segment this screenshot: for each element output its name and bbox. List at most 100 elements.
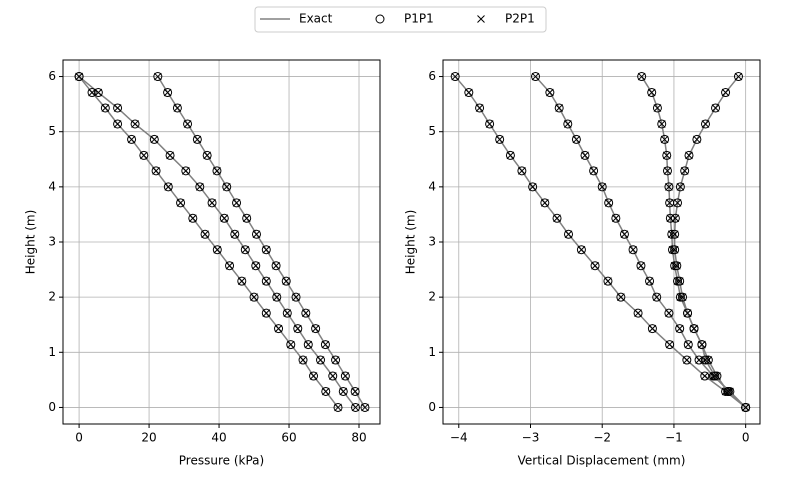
p2p1-marker (222, 182, 231, 191)
p2p1-marker (670, 230, 679, 239)
p2p1-marker (693, 135, 701, 144)
p1p1-marker (495, 134, 505, 144)
p1p1-marker (240, 245, 250, 255)
p2p1-marker (241, 245, 250, 254)
p2p1-marker (341, 372, 350, 380)
p2p1-marker (734, 72, 743, 81)
p2p1-marker (710, 372, 719, 380)
p1p1-marker (664, 308, 674, 318)
p2p1-marker (495, 135, 504, 144)
p2p1-marker (361, 403, 369, 412)
p2p1-marker (75, 72, 83, 81)
p1p1-marker (113, 103, 123, 113)
p2p1-marker (518, 167, 526, 175)
p1p1-marker (633, 308, 643, 318)
p1p1-marker (652, 292, 662, 302)
p2p1-marker (213, 167, 221, 175)
p2p1-marker (506, 151, 515, 160)
p2p1-marker (546, 88, 554, 97)
p1p1-marker (153, 72, 163, 82)
p2p1-marker (598, 182, 607, 191)
p1p1-marker (597, 182, 607, 192)
x-tick-label: −3 (522, 431, 540, 445)
p2p1-marker (555, 104, 564, 112)
axes-frame (442, 59, 761, 425)
p2p1-marker (665, 309, 673, 317)
p2p1-marker (678, 293, 687, 302)
p2p1-marker (183, 120, 192, 128)
x-tick-label: 0 (75, 431, 83, 445)
p1p1-marker (571, 134, 581, 144)
p1p1-marker (675, 276, 685, 286)
p1p1-marker (163, 88, 173, 98)
p1p1-marker (230, 229, 240, 239)
p1p1-marker (188, 213, 198, 223)
p2p1-marker (695, 356, 703, 364)
y-tick-label: 5 (48, 124, 56, 138)
p1p1-marker (723, 386, 733, 396)
p2p1-marker (572, 135, 581, 144)
p2p1-marker (701, 120, 710, 128)
p1p1-marker (333, 402, 343, 412)
p1p1-marker (207, 198, 217, 208)
p1p1-marker (697, 340, 707, 350)
p2p1-marker (741, 403, 750, 412)
p1p1-marker (683, 308, 693, 318)
p1p1-marker (700, 371, 710, 381)
p1p1-marker (672, 261, 682, 271)
p2p1-marker (176, 198, 185, 207)
p2p1-marker (164, 182, 173, 191)
p1p1-marker (662, 150, 672, 160)
p2p1-marker (673, 198, 682, 207)
p1p1-marker (657, 119, 667, 129)
p2p1-marker (591, 261, 599, 270)
p2p1-marker (232, 198, 241, 207)
p1p1-marker (301, 308, 311, 318)
p1p1-marker (684, 150, 694, 160)
p2p1-marker (304, 340, 313, 349)
p1p1-marker (580, 150, 590, 160)
p2p1-marker (685, 151, 693, 160)
p2p1-marker (665, 182, 673, 191)
y-tick-label: 1 (48, 345, 56, 359)
legend-label: Exact (299, 12, 333, 26)
p1p1-marker (212, 245, 222, 255)
p2p1-marker (637, 72, 646, 81)
p2p1-marker (665, 340, 674, 349)
p1p1-marker (181, 166, 191, 176)
p1p1-marker (281, 276, 291, 286)
p1p1-marker (87, 88, 97, 98)
p1p1-marker (464, 88, 474, 98)
p2p1-marker (660, 135, 669, 144)
p2p1-marker (563, 120, 572, 128)
p1p1-marker (298, 355, 308, 365)
p1p1-marker (309, 371, 319, 381)
p1p1-marker (249, 292, 259, 302)
p1p1-marker (675, 292, 685, 302)
exact-line (534, 76, 747, 408)
p1p1-marker (700, 119, 710, 129)
p2p1-marker (213, 245, 222, 254)
p1p1-marker (668, 245, 678, 255)
p1p1-marker (251, 261, 261, 271)
p2p1-marker (663, 167, 672, 175)
p1p1-marker (647, 324, 657, 334)
p2p1-marker (339, 387, 348, 396)
p1p1-marker (700, 355, 710, 365)
legend-marker (375, 14, 385, 24)
p2p1-marker (262, 245, 271, 254)
p2p1-marker (675, 277, 684, 286)
p1p1-marker (149, 134, 159, 144)
p2p1-marker (316, 356, 325, 364)
p1p1-marker (272, 292, 282, 302)
p1p1-marker (741, 402, 751, 412)
p1p1-marker (603, 276, 613, 286)
p1p1-marker (321, 386, 331, 396)
p2p1-marker (531, 72, 540, 81)
exact-line (454, 76, 747, 409)
p2p1-marker (700, 372, 709, 380)
p1p1-marker (293, 324, 303, 334)
x-axis-label: Pressure (kPa) (179, 454, 264, 468)
p1p1-marker (113, 119, 123, 129)
p2p1-marker (299, 356, 307, 364)
